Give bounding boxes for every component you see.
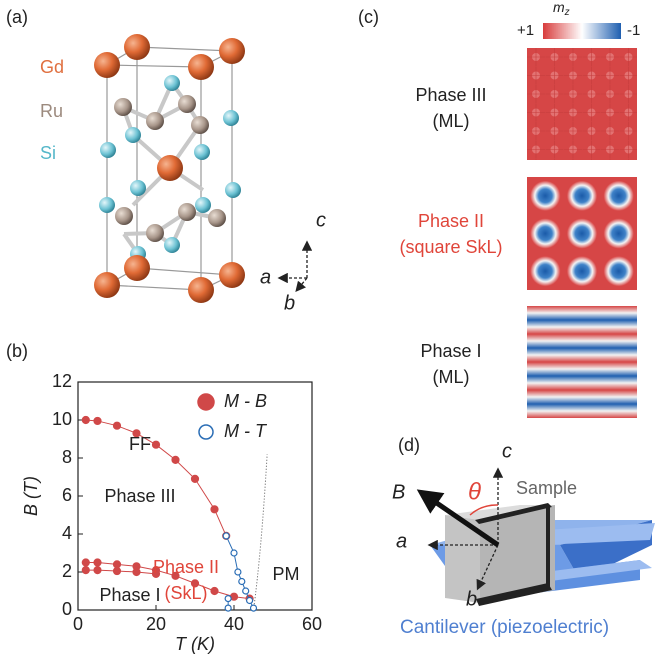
- x-axis-label: T (K): [175, 634, 215, 654]
- data-point: [243, 588, 249, 594]
- y-tick-label: 4: [62, 523, 72, 543]
- axis-label: a: [260, 266, 271, 288]
- data-point: [82, 417, 89, 424]
- crystal-structure: [94, 34, 245, 303]
- phase-name: Phase II: [418, 211, 484, 231]
- element-label: Ru: [40, 101, 63, 121]
- data-point: [239, 579, 245, 585]
- data-point: [247, 598, 253, 604]
- data-point: [114, 422, 121, 429]
- data-point: [94, 417, 101, 424]
- panel-label: (d): [398, 435, 420, 455]
- y-tick-label: 10: [52, 409, 72, 429]
- data-point: [225, 605, 231, 611]
- legend-label: M - B: [224, 391, 267, 411]
- data-point: [225, 596, 231, 602]
- annotation: Phase I: [99, 585, 160, 605]
- annotation: PM: [273, 564, 300, 584]
- data-point: [231, 550, 237, 556]
- panel-label: (a): [6, 7, 28, 27]
- crystal-axes: [280, 243, 307, 290]
- element-label: Si: [40, 143, 56, 163]
- phase-note: (ML): [433, 111, 470, 131]
- data-point: [235, 569, 241, 575]
- data-point: [94, 567, 101, 574]
- x-tick-label: 0: [73, 614, 83, 634]
- data-point: [251, 605, 257, 611]
- axis-label: b: [466, 588, 477, 610]
- y-tick-label: 6: [62, 485, 72, 505]
- colorbar-label: mz: [553, 0, 570, 18]
- axis-label: b: [284, 292, 295, 314]
- phase-diagram: 0 2 4 6 8 10 12 0 20 40 60 T (K) B (T) M - B M - T FF Ph…: [21, 371, 322, 654]
- data-point: [211, 506, 218, 513]
- legend-label: M - T: [224, 421, 268, 441]
- element-label: Gd: [40, 57, 64, 77]
- cantilever-label: Cantilever (piezoelectric): [400, 617, 609, 638]
- data-point: [192, 475, 199, 482]
- data-point: [172, 456, 179, 463]
- texture-image: [527, 177, 637, 290]
- phase-name: Phase III: [415, 85, 486, 105]
- annotation: (SkL): [164, 583, 207, 603]
- pm-boundary: [254, 454, 268, 610]
- phase-note: (ML): [433, 367, 470, 387]
- axis-label: c: [316, 209, 326, 231]
- angle-label: θ: [468, 478, 481, 505]
- figure: (a) (b) (c) (d) Gd Ru Si c a b 0 2 4 6 8 10 12…: [0, 0, 656, 667]
- legend-marker: [198, 394, 214, 410]
- data-point: [82, 559, 89, 566]
- y-tick-label: 8: [62, 447, 72, 467]
- data-point: [153, 441, 160, 448]
- annotation: Phase III: [104, 486, 175, 506]
- colorbar-label-sub: z: [564, 7, 570, 18]
- colorbar-tick: +1: [517, 22, 534, 39]
- legend-marker: [199, 425, 213, 439]
- texture-image: [527, 48, 637, 160]
- y-tick-label: 2: [62, 561, 72, 581]
- annotation: FF: [129, 434, 151, 454]
- data-point: [223, 533, 229, 539]
- data-point: [114, 568, 121, 575]
- panel-label: (b): [6, 341, 28, 361]
- x-tick-label: 60: [302, 614, 322, 634]
- colorbar: [543, 23, 621, 39]
- x-tick-label: 40: [224, 614, 244, 634]
- annotation: Phase II: [153, 557, 219, 577]
- sample-label: Sample: [516, 478, 577, 498]
- phase-note: (square SkL): [399, 237, 502, 257]
- y-tick-label: 0: [62, 599, 72, 619]
- axis-label: c: [502, 440, 512, 462]
- data-point: [94, 559, 101, 566]
- phase-name: Phase I: [420, 341, 481, 361]
- field-label: B: [392, 481, 405, 503]
- panel-label: (c): [358, 7, 379, 27]
- y-axis-label: B (T): [21, 476, 41, 516]
- y-tick-label: 12: [52, 371, 72, 391]
- data-point: [82, 567, 89, 574]
- colorbar-tick: -1: [627, 22, 640, 39]
- x-tick-label: 20: [146, 614, 166, 634]
- data-point: [133, 569, 140, 576]
- axis-label: a: [396, 530, 407, 552]
- data-point: [211, 588, 218, 595]
- texture-image: [527, 306, 637, 418]
- colorbar-label-main: m: [553, 0, 565, 15]
- data-point: [114, 561, 121, 568]
